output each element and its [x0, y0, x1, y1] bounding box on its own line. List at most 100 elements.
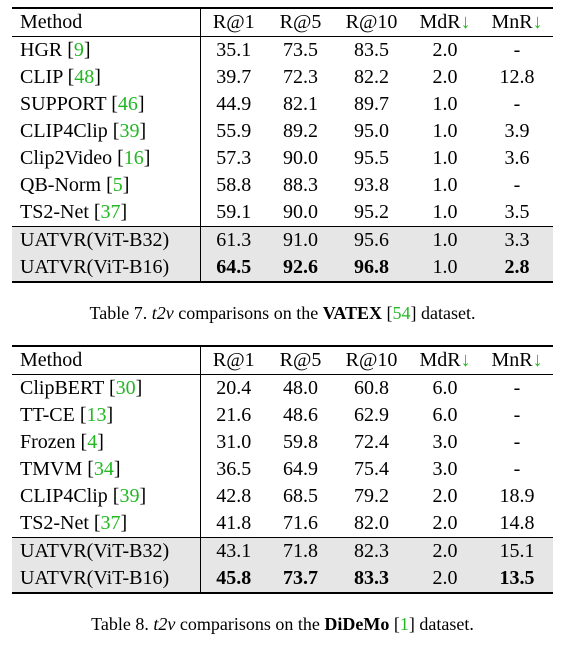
value-cell: 75.4 [354, 458, 389, 480]
value-cell: 48.0 [283, 377, 318, 399]
value-cell: - [513, 174, 521, 196]
value-cell: 83.5 [354, 39, 389, 61]
data-row: TMVM [34] 36.5 64.9 75.4 3.0 - [12, 456, 553, 483]
text-run: ] [143, 147, 151, 169]
text-run: ↓ [460, 349, 471, 371]
value-cell: 1.0 [432, 174, 458, 196]
text-run: ] [83, 39, 91, 61]
header-row: Method R@1 R@5 R@10 MdR↓ MnR↓ [12, 7, 553, 37]
text-run: 5 [112, 174, 123, 196]
value-cell: 6.0 [432, 377, 458, 399]
value-cell: 59.1 [216, 201, 252, 223]
value-cell: 48.6 [283, 404, 318, 426]
text-run: ClipBERT [ [20, 377, 116, 399]
method-cell: UATVR(ViT-B32) [12, 226, 201, 254]
data-row: Frozen [4] 31.0 59.8 72.4 3.0 - [12, 429, 553, 456]
table-block: Method R@1 R@5 R@10 MdR↓ MnR↓ HGR [9] 35.1 73.5 8… [12, 7, 553, 324]
method-cell: TT-CE [13] [12, 402, 201, 429]
value-cell: 1.0 [432, 120, 458, 142]
text-run: 46 [117, 93, 138, 115]
value-cell: - [513, 93, 521, 115]
data-row: TS2-Net [37] 59.1 90.0 95.2 1.0 3.5 [12, 199, 553, 227]
text-run: ] [137, 93, 145, 115]
value-cell: 55.9 [216, 120, 252, 142]
text-run: comparisons on the [173, 303, 323, 323]
value-cell: 89.2 [283, 120, 318, 142]
header-cell: Method [12, 345, 201, 375]
text-run: 4 [87, 431, 98, 453]
text-run: 34 [93, 458, 114, 480]
text-run: ↓ [460, 11, 471, 33]
data-row: TT-CE [13] 21.6 48.6 62.9 6.0 - [12, 402, 553, 429]
value-cell: 88.3 [283, 174, 318, 196]
text-run: MnR [491, 349, 533, 371]
value-cell: 91.0 [267, 226, 334, 254]
value-cell: 93.8 [354, 174, 389, 196]
text-run: Frozen [ [20, 431, 88, 453]
method-cell: TS2-Net [37] [12, 510, 201, 538]
text-run: UATVR(ViT-B16) [20, 567, 170, 589]
text-run: 39 [119, 485, 140, 507]
value-cell: 2.0 [432, 485, 458, 507]
value-cell: - [513, 377, 521, 399]
value-cell: 83.3 [334, 565, 409, 594]
value-cell: 68.5 [283, 485, 318, 507]
text-run: Method [20, 349, 83, 371]
value-cell: 2.8 [481, 254, 553, 283]
text-run: R@1 [212, 11, 255, 33]
value-cell: 73.5 [283, 39, 318, 61]
data-row: UATVR(ViT-B32) 43.1 71.8 82.3 2.0 15.1 [12, 537, 553, 565]
text-run: Table 8. [91, 614, 154, 634]
method-cell: TMVM [34] [12, 456, 201, 483]
value-cell: 13.5 [481, 565, 553, 594]
method-cell: Frozen [4] [12, 429, 201, 456]
text-run: 37 [100, 512, 121, 534]
header-cell: MnR↓ [481, 7, 553, 37]
value-cell: 21.6 [216, 404, 252, 426]
text-run: comparisons on the [175, 614, 325, 634]
data-row: UATVR(ViT-B16) 64.5 92.6 96.8 1.0 2.8 [12, 254, 553, 283]
header-row: Method R@1 R@5 R@10 MdR↓ MnR↓ [12, 345, 553, 375]
method-cell: Clip2Video [16] [12, 145, 201, 172]
value-cell: 1.0 [409, 226, 481, 254]
text-run: TS2-Net [ [20, 512, 101, 534]
header-cell: R@1 [200, 7, 267, 37]
text-run: Clip2Video [ [20, 147, 124, 169]
value-cell: 71.6 [283, 512, 318, 534]
text-run: TT-CE [ [20, 404, 87, 426]
results-table: Method R@1 R@5 R@10 MdR↓ MnR↓ HGR [9] 35.1 73.5 8… [12, 7, 553, 283]
text-run: UATVR(ViT-B32) [20, 229, 170, 251]
value-cell: 20.4 [216, 377, 252, 399]
text-run: TS2-Net [ [20, 201, 101, 223]
data-row: SUPPORT [46] 44.9 82.1 89.7 1.0 - [12, 91, 553, 118]
value-cell: 12.8 [499, 66, 535, 88]
method-cell: CLIP4Clip [39] [12, 483, 201, 510]
text-run: MnR [491, 11, 533, 33]
value-cell: 3.3 [481, 226, 553, 254]
data-row: ClipBERT [30] 20.4 48.0 60.8 6.0 - [12, 374, 553, 402]
value-cell: 15.1 [481, 537, 553, 565]
value-cell: 71.8 [267, 537, 334, 565]
header-cell: MdR↓ [409, 7, 481, 37]
value-cell: 95.5 [354, 147, 389, 169]
text-run: ] dataset. [408, 614, 474, 634]
text-run: R@10 [345, 11, 398, 33]
value-cell: 3.9 [504, 120, 530, 142]
text-run: DiDeMo [324, 614, 390, 634]
value-cell: 42.8 [216, 485, 252, 507]
value-cell: 90.0 [283, 147, 318, 169]
value-cell: 1.0 [432, 147, 458, 169]
text-run: CLIP4Clip [ [20, 485, 120, 507]
value-cell: 95.0 [354, 120, 389, 142]
value-cell: 36.5 [216, 458, 252, 480]
method-cell: HGR [9] [12, 36, 201, 64]
text-run: t2v [151, 303, 174, 323]
value-cell: - [513, 458, 521, 480]
data-row: HGR [9] 35.1 73.5 83.5 2.0 - [12, 36, 553, 64]
value-cell: 72.3 [283, 66, 318, 88]
value-cell: 31.0 [216, 431, 252, 453]
table-block: Method R@1 R@5 R@10 MdR↓ MnR↓ ClipBERT [30] 20.… [12, 345, 553, 635]
value-cell: 1.0 [432, 201, 458, 223]
text-run: UATVR(ViT-B32) [20, 540, 170, 562]
value-cell: 60.8 [354, 377, 389, 399]
